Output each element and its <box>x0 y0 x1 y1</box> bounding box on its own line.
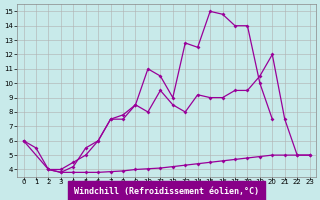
X-axis label: Windchill (Refroidissement éolien,°C): Windchill (Refroidissement éolien,°C) <box>74 187 259 196</box>
